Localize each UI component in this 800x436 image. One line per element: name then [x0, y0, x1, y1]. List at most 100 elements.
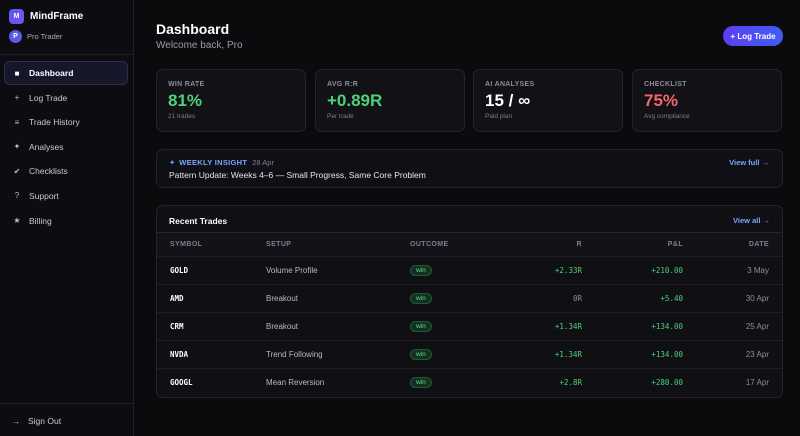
- check-icon: ✔: [13, 166, 21, 176]
- user-plan: P Pro Trader: [9, 30, 62, 43]
- sidebar-item-trade-history[interactable]: ≡ Trade History: [4, 110, 128, 134]
- cell-r: 0R: [572, 294, 582, 303]
- stat-card-checklist: CHECKLIST 75% Avg compliance: [632, 69, 782, 132]
- sidebar-item-dashboard[interactable]: ■ Dashboard: [4, 61, 128, 85]
- insight-label: WEEKLY INSIGHT: [179, 158, 248, 167]
- cell-date: 17 Apr: [745, 378, 769, 387]
- sparkle-icon: ✦: [169, 158, 176, 167]
- table-row[interactable]: GOLD Volume Profile win +2.33R +210.00 3…: [157, 256, 782, 284]
- stat-card-win-rate: WIN RATE 81% 21 trades: [156, 69, 306, 132]
- sidebar-item-label: Trade History: [29, 117, 80, 128]
- view-full-link[interactable]: View full →: [729, 158, 769, 167]
- column-header-setup: SETUP: [266, 241, 292, 248]
- avatar: P: [9, 30, 22, 43]
- cell-setup: Volume Profile: [266, 266, 318, 275]
- cell-pnl: +134.00: [651, 350, 683, 359]
- sidebar: M MindFrame P Pro Trader ■ Dashboard + L…: [0, 0, 134, 436]
- sparkle-icon: ✦: [13, 142, 21, 152]
- outcome-badge: win: [410, 377, 432, 388]
- column-header-r: R: [576, 241, 582, 248]
- table-row[interactable]: GOOGL Mean Reversion win +2.8R +280.00 1…: [157, 368, 782, 396]
- weekly-insight-card[interactable]: ✦ WEEKLY INSIGHT 28 Apr Pattern Update: …: [156, 149, 783, 188]
- sidebar-item-log-trade[interactable]: + Log Trade: [4, 86, 128, 110]
- cell-date: 30 Apr: [745, 294, 769, 303]
- cell-pnl: +5.40: [660, 294, 683, 303]
- cell-pnl: +134.00: [651, 322, 683, 331]
- stat-label: AVG R:R: [327, 81, 359, 88]
- sidebar-item-label: Checklists: [29, 166, 68, 177]
- table-row[interactable]: NVDA Trend Following win +1.34R +134.00 …: [157, 340, 782, 368]
- cell-symbol: CRM: [170, 322, 184, 331]
- sidebar-item-analyses[interactable]: ✦ Analyses: [4, 135, 128, 159]
- view-all-link[interactable]: View all →: [733, 216, 770, 225]
- stat-sub: Paid plan: [485, 113, 513, 120]
- log-trade-button[interactable]: + Log Trade: [723, 26, 783, 46]
- plan-label: Pro Trader: [27, 32, 63, 41]
- sidebar-item-label: Support: [29, 190, 59, 201]
- insight-text: Pattern Update: Weeks 4–6 — Small Progre…: [169, 170, 426, 180]
- sidebar-nav: ■ Dashboard + Log Trade ≡ Trade History …: [4, 61, 128, 233]
- table-divider: [157, 232, 782, 233]
- column-header-pnl: P&L: [667, 241, 683, 248]
- stat-sub: Per trade: [327, 113, 354, 120]
- sidebar-divider: [0, 403, 133, 404]
- list-icon: ≡: [14, 117, 20, 127]
- brand[interactable]: M MindFrame: [9, 9, 83, 24]
- insight-date: 28 Apr: [252, 158, 274, 167]
- sidebar-divider: [0, 54, 133, 55]
- sign-out-button[interactable]: → Sign Out: [12, 416, 61, 426]
- column-header-date: DATE: [748, 241, 769, 248]
- table-row[interactable]: CRM Breakout win +1.34R +134.00 25 Apr: [157, 312, 782, 340]
- app-name: MindFrame: [30, 11, 84, 22]
- stat-label: AI ANALYSES: [485, 81, 535, 88]
- cell-r: +1.34R: [554, 322, 582, 331]
- outcome-badge: win: [410, 321, 432, 332]
- sidebar-item-support[interactable]: ? Support: [4, 184, 128, 208]
- sign-out-label: Sign Out: [28, 416, 62, 426]
- welcome-message: Welcome back, Pro: [156, 40, 243, 51]
- stat-label: WIN RATE: [168, 81, 205, 88]
- stat-value: +0.89R: [327, 91, 383, 110]
- stat-card-ai-analyses: AI ANALYSES 15 / ∞ Paid plan: [473, 69, 623, 132]
- stat-label: CHECKLIST: [644, 81, 687, 88]
- sidebar-item-label: Billing: [29, 215, 52, 226]
- cell-symbol: AMD: [170, 294, 184, 303]
- app-logo-icon: M: [9, 9, 24, 24]
- cell-setup: Breakout: [266, 322, 299, 331]
- grid-square-icon: ■: [14, 68, 20, 78]
- sidebar-item-checklists[interactable]: ✔ Checklists: [4, 159, 128, 183]
- outcome-badge: win: [410, 293, 432, 304]
- column-header-symbol: SYMBOL: [170, 241, 203, 248]
- page-title: Dashboard: [156, 21, 230, 37]
- sidebar-item-billing[interactable]: ★ Billing: [4, 209, 128, 233]
- sidebar-item-label: Analyses: [29, 141, 64, 152]
- cell-setup: Trend Following: [266, 350, 323, 359]
- cell-setup: Mean Reversion: [266, 378, 325, 387]
- sidebar-item-label: Dashboard: [29, 68, 74, 78]
- table-header: SYMBOL SETUP OUTCOME R P&L DATE: [157, 233, 782, 256]
- cell-date: 25 Apr: [745, 322, 769, 331]
- cell-symbol: GOOGL: [170, 378, 193, 387]
- cell-date: 3 May: [747, 266, 769, 275]
- insight-header: ✦ WEEKLY INSIGHT 28 Apr: [169, 158, 274, 167]
- table-row[interactable]: AMD Breakout win 0R +5.40 30 Apr: [157, 284, 782, 312]
- main-content: Dashboard Welcome back, Pro + Log Trade …: [135, 0, 800, 436]
- stat-value: 81%: [168, 91, 203, 110]
- stat-sub: 21 trades: [168, 113, 196, 120]
- question-icon: ?: [14, 191, 20, 201]
- cell-symbol: NVDA: [170, 350, 189, 359]
- cell-pnl: +280.00: [651, 378, 683, 387]
- cell-date: 23 Apr: [745, 350, 769, 359]
- stat-sub: Avg compliance: [644, 113, 690, 120]
- cell-r: +2.33R: [554, 266, 582, 275]
- plus-icon: +: [14, 93, 20, 103]
- cell-setup: Breakout: [266, 294, 299, 303]
- cell-r: +2.8R: [559, 378, 582, 387]
- cell-symbol: GOLD: [170, 266, 189, 275]
- star-icon: ★: [13, 216, 21, 226]
- outcome-badge: win: [410, 265, 432, 276]
- arrow-right-icon: →: [12, 416, 20, 426]
- stat-value: 15 / ∞: [485, 91, 531, 110]
- cell-r: +1.34R: [554, 350, 582, 359]
- outcome-badge: win: [410, 349, 432, 360]
